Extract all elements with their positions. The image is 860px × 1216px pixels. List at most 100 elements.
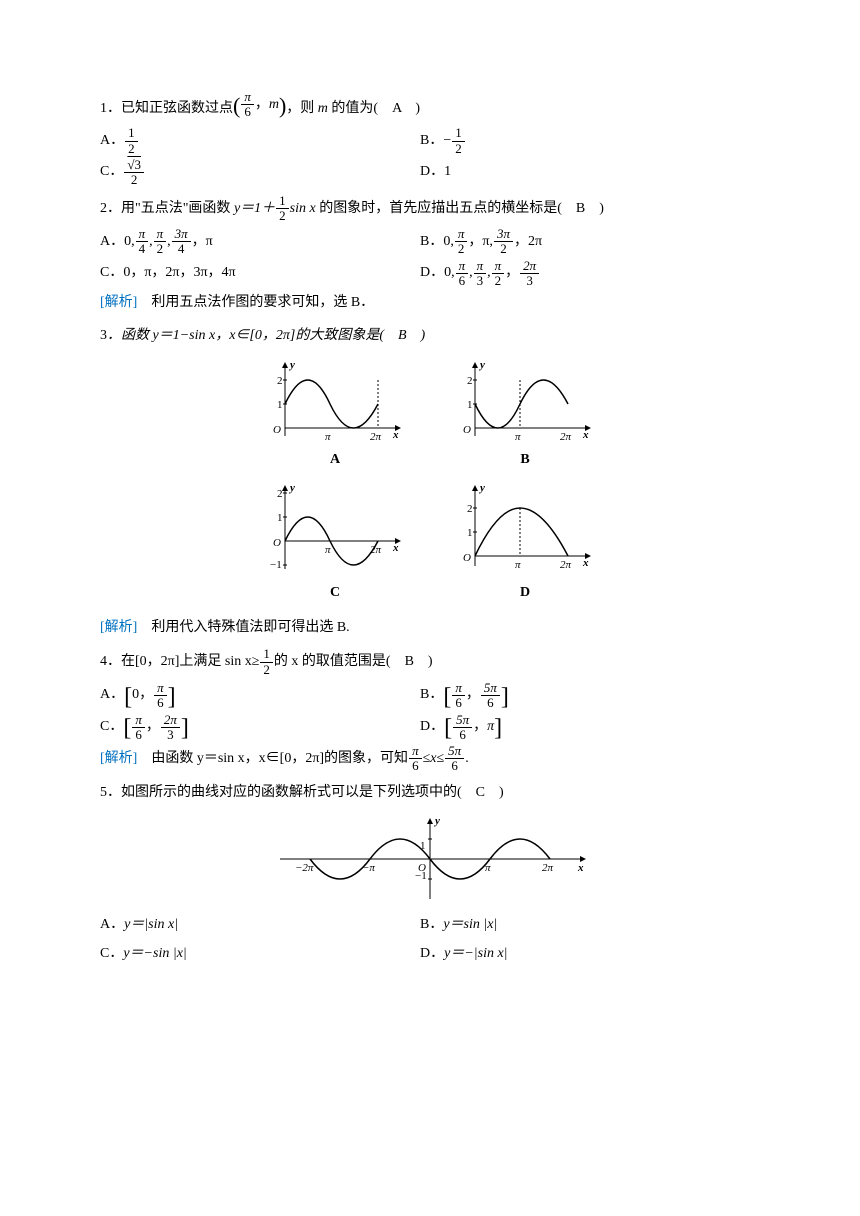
- q3-graph-a: O 1 2 π 2π y x A: [265, 358, 405, 474]
- q4-a-rd: 6: [154, 695, 167, 710]
- q5-graph: y x O 1 −1 −2π −π π 2π: [100, 814, 760, 904]
- q2-lhs: y＝1＋: [234, 201, 275, 216]
- analysis-label: [解析]: [100, 295, 137, 310]
- q4-an-f1n: π: [409, 744, 422, 758]
- q5-c-lead: C．: [100, 941, 123, 968]
- q4-stem-b: 的 x 的取值范围是( B ): [274, 654, 433, 669]
- q5-graph-svg: y x O 1 −1 −2π −π π 2π: [270, 814, 590, 904]
- q2-b-t1: ，π,: [468, 229, 493, 256]
- q5-d-text: y＝−|sin x|: [444, 941, 507, 968]
- q4-b-lead: B．: [420, 682, 443, 709]
- q2-rhs: sin x: [290, 201, 316, 216]
- svg-text:1: 1: [277, 512, 283, 524]
- q4-a-rn: π: [154, 681, 167, 695]
- q5-row1: A．y＝|sin x| B．y＝sin |x|: [100, 912, 760, 939]
- q5-num: 5: [100, 785, 107, 800]
- svg-text:2: 2: [467, 375, 473, 387]
- q4-row2: C．[π6，2π3] D．[5π6，π]: [100, 713, 760, 743]
- q3-label-c: C: [265, 580, 405, 607]
- q5-b-lead: B．: [420, 912, 443, 939]
- svg-text:−π: −π: [362, 862, 375, 874]
- svg-text:x: x: [577, 862, 584, 874]
- q5-row2: C．y＝−sin |x| D．y＝−|sin x|: [100, 941, 760, 968]
- q1-stem-c: 的值为( A ): [328, 101, 420, 116]
- q4-opt-a: A．[0，π6]: [100, 681, 420, 711]
- svg-text:−1: −1: [270, 559, 282, 571]
- svg-text:1: 1: [467, 527, 473, 539]
- svg-text:x: x: [582, 557, 589, 569]
- q1-stem-b: ，则: [286, 101, 318, 116]
- question-1: 1．已知正弦函数过点(π6，m)，则 m 的值为( A ) A．12 B．−12…: [100, 90, 760, 188]
- svg-text:x: x: [392, 429, 399, 441]
- q3-label-b: B: [455, 447, 595, 474]
- q4-c-rd: 3: [161, 727, 180, 742]
- graph-d-svg: O 1 2 π 2π y x: [455, 481, 595, 576]
- svg-text:2π: 2π: [560, 431, 572, 443]
- q2-d-p3d: 2: [492, 273, 505, 288]
- q2-d-t2: ,: [487, 260, 491, 287]
- q1-b-pre: −: [443, 128, 451, 155]
- q4-b-rd: 6: [481, 695, 500, 710]
- q2-d-p1d: 6: [456, 273, 469, 288]
- svg-text:O: O: [463, 552, 471, 564]
- q4-c-rn: 2π: [161, 713, 180, 727]
- q2-b-ta: 0,: [443, 229, 454, 256]
- q5-stem: 5．如图所示的曲线对应的函数解析式可以是下列选项中的( C ): [100, 780, 760, 807]
- q3-graphs-row1: O 1 2 π 2π y x A O 1 2: [100, 358, 760, 474]
- q1-b-den: 2: [452, 141, 465, 156]
- q2-a-p1d: 4: [136, 241, 149, 256]
- q3-graphs-row2: O 1 2 −1 π 2π y x C O 1 2: [100, 481, 760, 607]
- q2-opt-c: C．0，π，2π，3π，4π: [100, 259, 420, 289]
- q2-a-t2: ,: [167, 229, 171, 256]
- q1-point: (π6，m): [233, 90, 286, 120]
- svg-text:x: x: [392, 542, 399, 554]
- analysis-label: [解析]: [100, 620, 137, 635]
- q2-a-t1: ,: [149, 229, 153, 256]
- svg-text:1: 1: [277, 399, 283, 411]
- svg-text:O: O: [273, 424, 281, 436]
- q1-opt-a: A．12: [100, 126, 420, 156]
- page: 1．已知正弦函数过点(π6，m)，则 m 的值为( A ) A．12 B．−12…: [0, 0, 860, 1023]
- q4-an-a: 由函数 y＝sin x，x∈[0，2π]的图象，可知: [137, 751, 408, 766]
- q4-a-lead: A．: [100, 682, 124, 709]
- q5-d-lead: D．: [420, 941, 444, 968]
- q4-row1: A．[0，π6] B．[π6，5π6]: [100, 681, 760, 711]
- q2-an-text: 利用五点法作图的要求可知，选 B．: [137, 295, 374, 310]
- q4-an-f2d: 6: [445, 758, 464, 773]
- q2-d-p1n: π: [456, 259, 469, 273]
- analysis-label: [解析]: [100, 751, 137, 766]
- svg-text:2: 2: [277, 375, 283, 387]
- q2-b-p2n: 3π: [494, 227, 513, 241]
- q1-opt-b: B．−12: [420, 126, 720, 156]
- q2-d-p3n: π: [492, 259, 505, 273]
- q4-stem-a: ．在[0，2π]上满足 sin x≥: [107, 654, 259, 669]
- q1-c-num: √3: [124, 158, 144, 172]
- q1-opt-d: D．1: [420, 158, 720, 188]
- q1-c-lead: C．: [100, 159, 123, 186]
- q1-d-lead: D．: [420, 159, 444, 186]
- q4-d-ld: 6: [453, 727, 472, 742]
- q3-analysis: [解析] 利用代入特殊值法即可得出选 B.: [100, 615, 760, 642]
- q2-a-lead: A．: [100, 229, 124, 256]
- svg-text:y: y: [478, 482, 485, 494]
- q4-a-l: 0: [132, 682, 139, 709]
- q4-d-r: π: [487, 714, 494, 741]
- graph-a-svg: O 1 2 π 2π y x: [265, 358, 405, 443]
- q4-b-ld: 6: [452, 695, 465, 710]
- q3-an-text: 利用代入特殊值法即可得出选 B.: [137, 620, 349, 635]
- svg-text:O: O: [463, 424, 471, 436]
- q2-fd: 2: [276, 208, 289, 223]
- q4-an-mid: ≤x≤: [423, 751, 445, 766]
- q4-num: 4: [100, 654, 107, 669]
- q4-opt-b: B．[π6，5π6]: [420, 681, 720, 711]
- q1-b-lead: B．: [420, 128, 443, 155]
- q1-stem-a: ．已知正弦函数过点: [107, 101, 233, 116]
- q2-opt-b: B．0,π2，π,3π2，2π: [420, 227, 720, 257]
- q2-d-ta: 0,: [444, 260, 455, 287]
- q2-c-text: 0，π，2π，3π，4π: [123, 260, 235, 287]
- q1-stem: 1．已知正弦函数过点(π6，m)，则 m 的值为( A ): [100, 90, 760, 122]
- q2-opt-a: A．0,π4,π2,3π4，π: [100, 227, 420, 257]
- q2-stem-a: ．用"五点法"画函数: [107, 201, 234, 216]
- question-5: 5．如图所示的曲线对应的函数解析式可以是下列选项中的( C ) y x O 1 …: [100, 780, 760, 968]
- graph-c-svg: O 1 2 −1 π 2π y x: [265, 481, 405, 576]
